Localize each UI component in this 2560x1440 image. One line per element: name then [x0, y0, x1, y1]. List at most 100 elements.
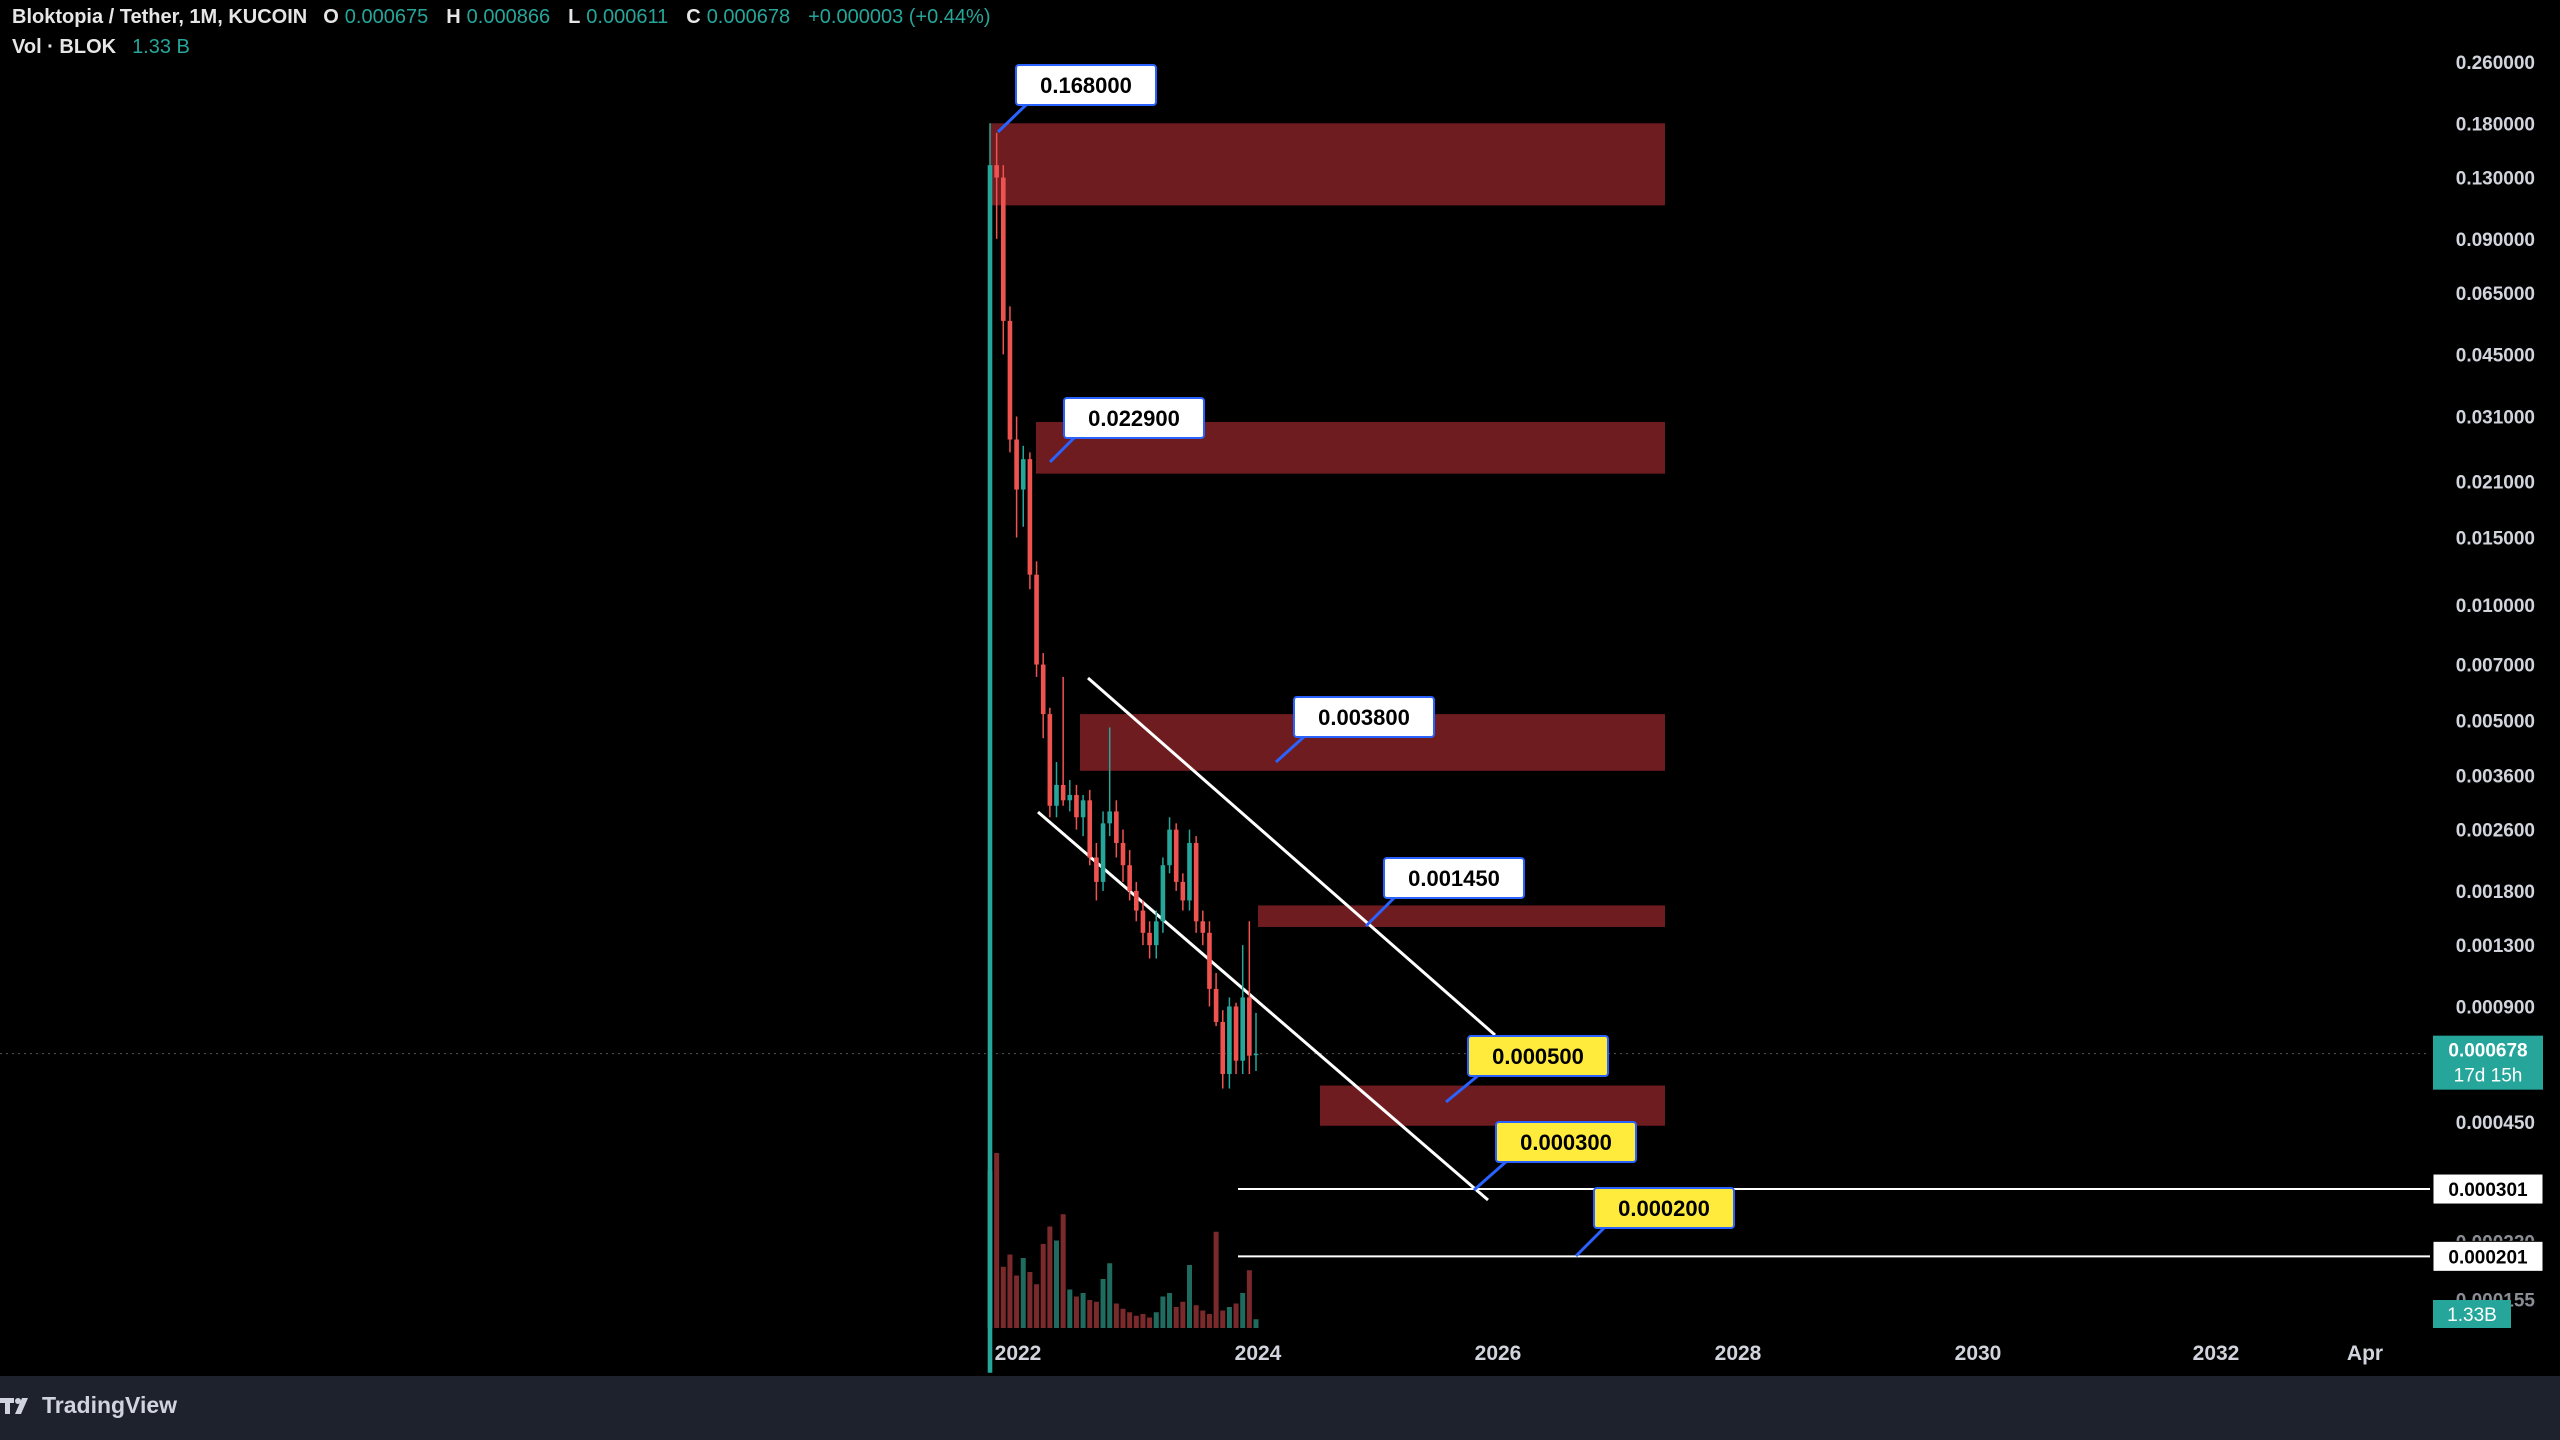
- volume-bar: [1167, 1293, 1173, 1328]
- volume-bar: [1246, 1270, 1252, 1328]
- candle[interactable]: [1074, 795, 1079, 818]
- candle[interactable]: [1173, 829, 1179, 882]
- candle[interactable]: [1080, 800, 1086, 818]
- candle[interactable]: [1127, 865, 1132, 891]
- candle[interactable]: [1054, 784, 1059, 806]
- volume-bar: [1100, 1279, 1106, 1328]
- price-callout-label: 0.000500: [1492, 1044, 1584, 1069]
- candle[interactable]: [1147, 932, 1152, 946]
- candle[interactable]: [987, 165, 993, 1373]
- candle[interactable]: [1187, 842, 1192, 901]
- volume-bar: [1133, 1315, 1139, 1328]
- candle[interactable]: [1120, 842, 1126, 866]
- candle[interactable]: [994, 165, 999, 178]
- volume-bar: [1027, 1272, 1033, 1328]
- volume-bar: [1034, 1284, 1040, 1328]
- candle[interactable]: [1060, 784, 1066, 801]
- candle[interactable]: [1160, 865, 1166, 922]
- price-callout[interactable]: [1293, 696, 1435, 738]
- candle[interactable]: [1213, 988, 1219, 1022]
- low-key: L: [568, 6, 581, 28]
- candle[interactable]: [1027, 459, 1033, 575]
- y-axis-tick: 0.015000: [2456, 528, 2535, 549]
- candle[interactable]: [1207, 932, 1212, 989]
- volume-tag: [2433, 1300, 2511, 1328]
- price-callout[interactable]: [1383, 857, 1525, 899]
- x-axis-tick: Apr: [2347, 1342, 2383, 1365]
- y-axis-tick: 0.005000: [2456, 712, 2535, 733]
- candle[interactable]: [1134, 890, 1139, 911]
- candle[interactable]: [1153, 921, 1159, 946]
- resistance-zone[interactable]: [990, 123, 1665, 206]
- candle[interactable]: [1200, 921, 1206, 933]
- chart-area[interactable]: 0.168000 0.022900 0.003800 0.001450 0.000500…: [0, 0, 2560, 1376]
- candle[interactable]: [1247, 997, 1252, 1056]
- resistance-zone[interactable]: [1320, 1085, 1665, 1126]
- candle[interactable]: [1100, 823, 1106, 882]
- x-axis-tick: 2024: [1235, 1342, 1282, 1365]
- volume-tag-label: 1.33B: [2447, 1305, 2497, 1326]
- y-axis-tick: 0.003600: [2456, 766, 2535, 787]
- candle[interactable]: [1227, 1006, 1232, 1075]
- x-axis-tick: 2030: [1955, 1342, 2002, 1365]
- symbol-title[interactable]: Bloktopia / Tether, 1M, KUCOIN: [12, 6, 308, 28]
- candle[interactable]: [1001, 177, 1006, 321]
- candle[interactable]: [1047, 714, 1053, 806]
- channel-upper-line[interactable]: [1087, 676, 1496, 1037]
- x-axis-tick: 2026: [1475, 1342, 1522, 1365]
- candle[interactable]: [1167, 829, 1172, 866]
- volume-bar: [1014, 1275, 1020, 1328]
- volume-bar: [1206, 1314, 1212, 1328]
- price-line-tag: [2432, 1240, 2544, 1272]
- tradingview-brand: TradingView: [42, 1392, 178, 1418]
- volume-value: 1.33 B: [132, 36, 190, 58]
- candle[interactable]: [1014, 439, 1019, 490]
- close-key: C: [686, 6, 701, 28]
- candle[interactable]: [1040, 664, 1046, 715]
- candle[interactable]: [1007, 320, 1013, 440]
- volume-label[interactable]: Vol · BLOK: [12, 36, 117, 58]
- volume-bar: [1220, 1310, 1226, 1328]
- volume-bar: [1020, 1258, 1026, 1328]
- volume-bar: [1173, 1307, 1179, 1328]
- volume-bar: [1087, 1300, 1093, 1328]
- price-callout[interactable]: [1015, 64, 1157, 106]
- tradingview-logo[interactable]: TradingView: [0, 1392, 177, 1419]
- y-axis-tick: 0.130000: [2456, 169, 2535, 190]
- callout-pointer: [1274, 733, 1308, 764]
- candle[interactable]: [1180, 881, 1186, 901]
- candle[interactable]: [1233, 1006, 1239, 1061]
- price-callout-label: 0.003800: [1318, 705, 1410, 730]
- candle[interactable]: [1067, 795, 1073, 801]
- y-axis-tick: 0.045000: [2456, 345, 2535, 366]
- candle[interactable]: [1240, 997, 1245, 1061]
- volume-bar: [1060, 1214, 1066, 1328]
- candle[interactable]: [1034, 574, 1039, 665]
- candle[interactable]: [1140, 910, 1146, 933]
- candle[interactable]: [1220, 1021, 1226, 1075]
- price-callout[interactable]: [1495, 1121, 1637, 1163]
- y-axis-tick: 0.090000: [2456, 230, 2535, 251]
- chart-canvas[interactable]: 0.168000 0.022900 0.003800 0.001450 0.000500…: [0, 0, 2560, 1376]
- candle[interactable]: [1094, 857, 1099, 882]
- candle[interactable]: [1114, 811, 1119, 843]
- channel-lower-line[interactable]: [1037, 810, 1489, 1202]
- price-callout[interactable]: [1063, 397, 1205, 439]
- resistance-zone[interactable]: [1258, 905, 1665, 927]
- volume-bar: [1107, 1263, 1113, 1328]
- candle[interactable]: [1193, 842, 1199, 922]
- x-axis-tick: 2022: [995, 1342, 1042, 1365]
- tradingview-logo-icon: [0, 1397, 28, 1414]
- price-callout[interactable]: [1593, 1187, 1735, 1229]
- x-axis-tick: 2028: [1715, 1342, 1762, 1365]
- volume-bar: [1007, 1254, 1013, 1328]
- y-axis-tick: 0.001300: [2456, 936, 2535, 957]
- candle[interactable]: [1107, 811, 1112, 824]
- candle[interactable]: [1253, 1053, 1259, 1056]
- price-callout[interactable]: [1467, 1035, 1609, 1077]
- price-line-tag: [2432, 1173, 2544, 1205]
- callout-pointer: [1574, 1224, 1608, 1258]
- candle[interactable]: [1087, 800, 1093, 858]
- candle[interactable]: [1020, 459, 1026, 490]
- y-axis-tick: 0.065000: [2456, 284, 2535, 305]
